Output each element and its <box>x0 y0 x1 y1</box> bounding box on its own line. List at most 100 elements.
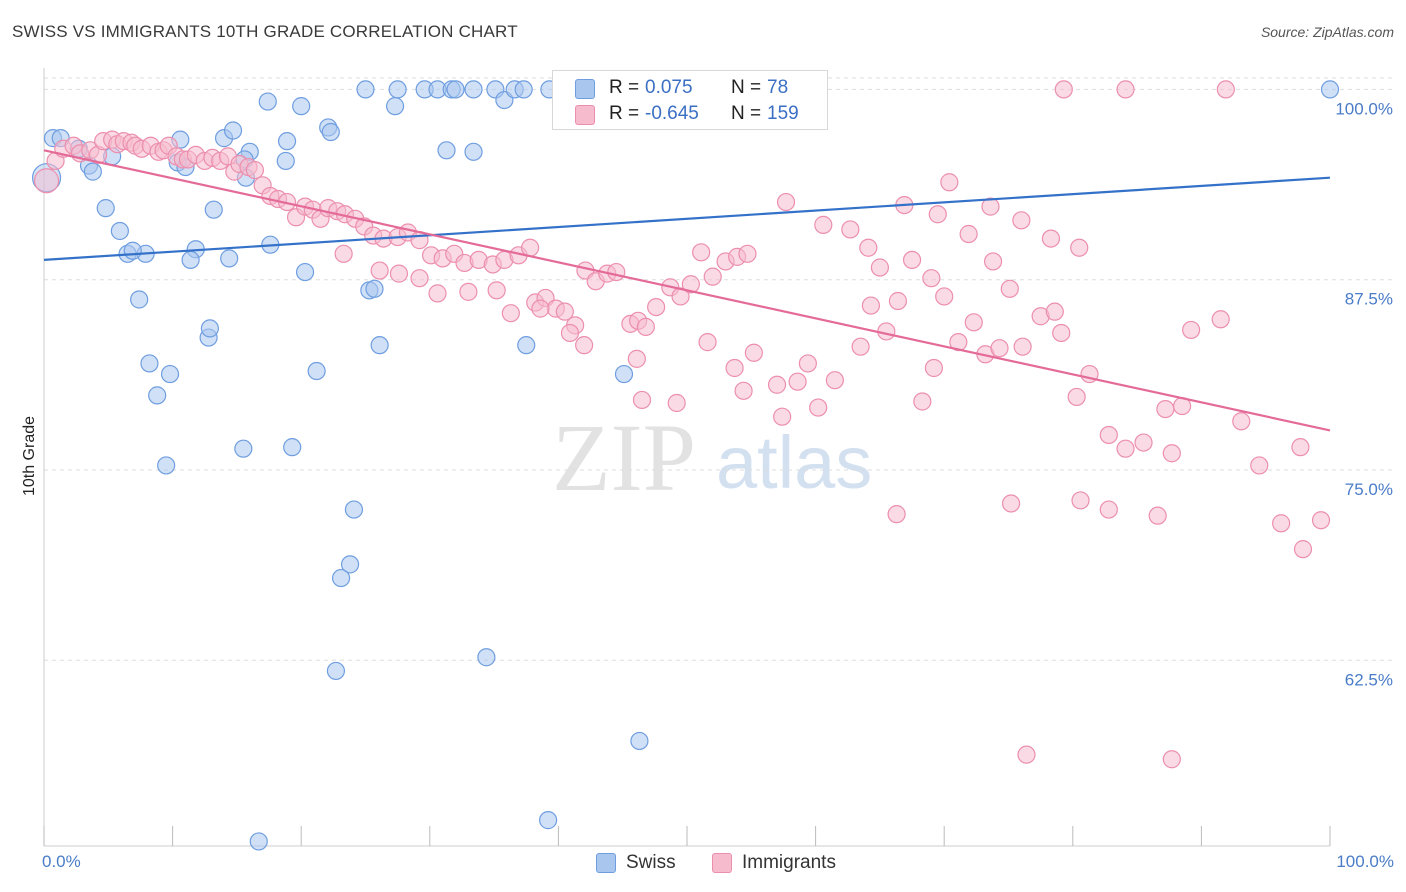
immigrants-point <box>575 336 594 355</box>
immigrants-point <box>636 317 655 336</box>
trend-lines <box>43 149 1331 432</box>
immigrants-point <box>1156 399 1175 419</box>
immigrants-point <box>1045 302 1064 321</box>
swiss-point <box>326 661 346 681</box>
immigrants-point <box>428 284 447 303</box>
immigrants-point <box>1099 500 1118 519</box>
swiss-point <box>148 386 167 405</box>
immigrants-point <box>1162 750 1181 769</box>
swiss-point <box>340 555 360 574</box>
n-label: N = <box>731 77 762 98</box>
immigrants-point <box>1067 387 1086 407</box>
swiss-point <box>464 80 483 99</box>
immigrants-point <box>531 299 550 318</box>
immigrants-point <box>1001 494 1021 513</box>
watermark-zip: ZIP <box>552 404 696 511</box>
immigrants-point <box>928 205 947 224</box>
immigrants-point <box>1211 310 1230 329</box>
immigrants-point <box>410 269 429 288</box>
swiss-point <box>204 200 223 219</box>
immigrants-point <box>788 372 807 391</box>
swiss-point <box>223 121 243 140</box>
immigrants-point <box>841 220 860 239</box>
r-value: 0.075 <box>645 77 693 98</box>
swiss-swatch <box>575 79 595 99</box>
immigrants-point <box>773 407 792 426</box>
immigrants-point <box>1162 444 1181 463</box>
immigrants-trend-line <box>43 149 1331 432</box>
immigrants-point <box>1291 438 1310 457</box>
n-value: 159 <box>767 103 799 124</box>
swiss-point <box>83 162 102 181</box>
immigrants-point <box>851 337 870 356</box>
immigrants-point <box>334 244 353 263</box>
immigrants-point <box>698 333 717 352</box>
immigrants-point <box>703 267 722 286</box>
swiss-point <box>477 648 496 667</box>
y-tick-labels: 62.5% 75.0% 87.5% 100.0% <box>1335 99 1393 689</box>
immigrants-point <box>389 264 409 283</box>
immigrants-point <box>940 173 959 192</box>
immigrants-swatch <box>575 105 595 125</box>
immigrants-point <box>888 291 908 311</box>
immigrants-point <box>1041 229 1061 248</box>
swiss-point <box>321 122 340 142</box>
swiss-point <box>295 262 315 282</box>
immigrants-point <box>1311 511 1331 530</box>
swiss-point <box>283 438 302 457</box>
immigrants-point <box>1054 80 1073 99</box>
y-tick-label: 75.0% <box>1345 480 1393 499</box>
immigrants-point <box>560 323 580 343</box>
swiss-point <box>437 141 456 160</box>
immigrants-point <box>1232 412 1251 431</box>
immigrants-point <box>902 250 922 270</box>
legend-label: Immigrants <box>742 852 836 873</box>
chart-title: SWISS VS IMMIGRANTS 10TH GRADE CORRELATI… <box>12 22 518 41</box>
swiss-point <box>181 250 200 270</box>
immigrants-point <box>949 333 968 352</box>
immigrants-point <box>870 258 890 277</box>
immigrants-point <box>922 269 941 288</box>
immigrants-point <box>1012 211 1031 230</box>
immigrants-point <box>1052 323 1071 343</box>
stats-row-swiss: R = 0.075 N = 78 <box>553 75 827 101</box>
x-tick-max: 100.0% <box>1336 852 1394 871</box>
immigrants-point <box>776 192 796 212</box>
immigrants-points <box>33 80 1331 769</box>
immigrants-point <box>521 238 540 257</box>
immigrants-point <box>744 343 763 362</box>
immigrants-point <box>627 349 646 368</box>
stats-row-immigrants: R = -0.645 N = 159 <box>553 101 827 127</box>
immigrants-point <box>1134 433 1153 452</box>
immigrants-point <box>809 398 828 417</box>
immigrants-point <box>981 197 1000 216</box>
r-label: R = <box>609 77 640 98</box>
swiss-point <box>307 361 326 381</box>
swiss-point <box>123 241 142 260</box>
swiss-point <box>630 731 649 751</box>
swiss-point <box>1320 80 1340 99</box>
n-label: N = <box>731 103 762 124</box>
immigrants-point <box>245 160 265 180</box>
immigrants-point <box>632 390 652 410</box>
immigrants-point <box>725 358 744 378</box>
immigrants-point <box>1017 745 1036 764</box>
immigrants-point <box>1116 439 1135 458</box>
immigrants-point <box>1099 425 1118 445</box>
r-label: R = <box>609 103 640 124</box>
immigrants-point <box>964 313 983 332</box>
swiss-point <box>370 336 389 355</box>
immigrants-point <box>667 393 686 413</box>
swiss-point <box>344 500 364 519</box>
swiss-point <box>388 80 407 99</box>
immigrants-point <box>935 287 954 306</box>
swiss-point <box>614 364 634 384</box>
immigrants-point <box>924 358 944 378</box>
swiss-point <box>130 290 149 309</box>
y-tick-label: 87.5% <box>1345 290 1393 309</box>
swiss-point <box>292 97 311 116</box>
watermark-atlas: atlas <box>716 421 872 504</box>
immigrants-point <box>734 381 753 400</box>
swiss-point <box>517 336 536 355</box>
swiss-point <box>539 811 558 830</box>
